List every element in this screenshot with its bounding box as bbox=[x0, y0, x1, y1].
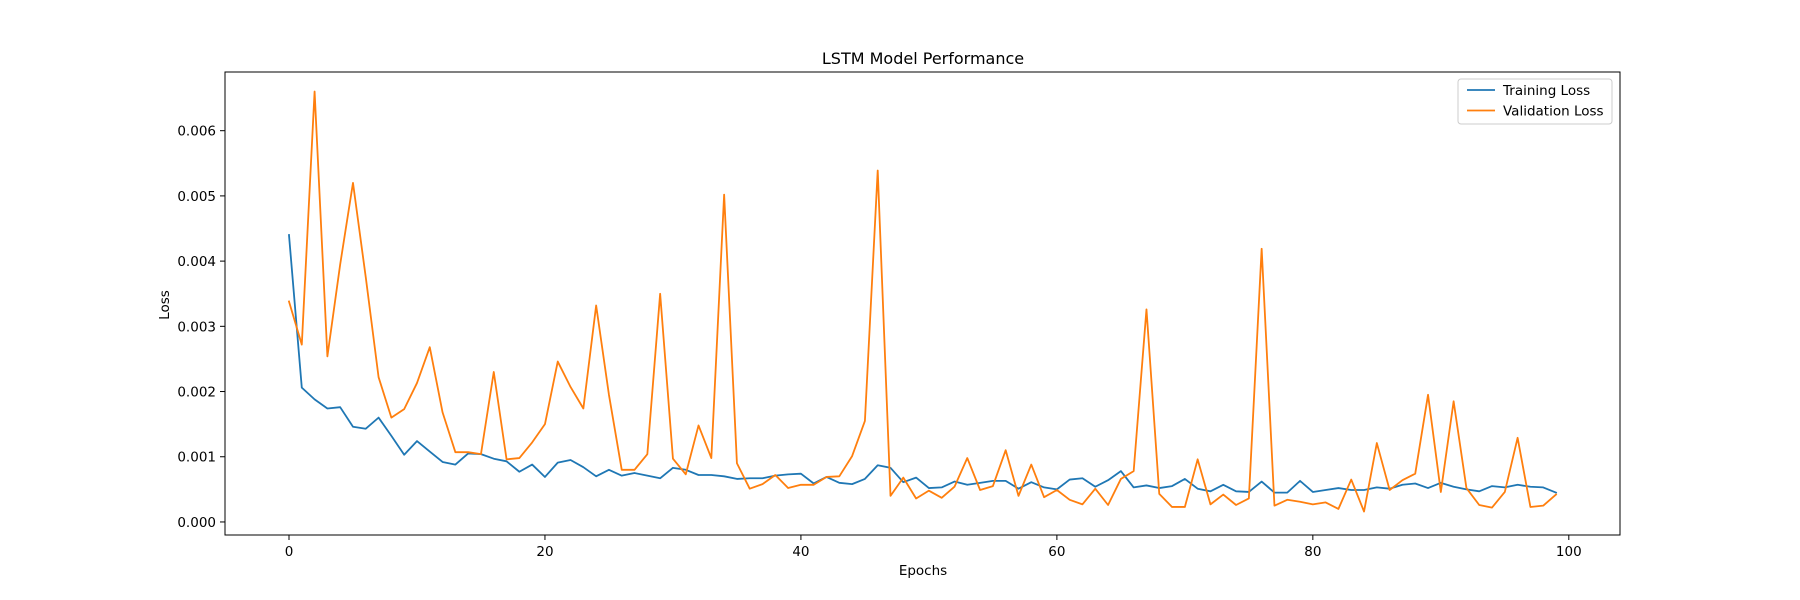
chart-title: LSTM Model Performance bbox=[822, 49, 1024, 68]
y-tick-label: 0.004 bbox=[177, 254, 216, 270]
y-tick-label: 0.001 bbox=[177, 450, 216, 466]
x-axis-label: Epochs bbox=[899, 563, 947, 579]
legend-box bbox=[1457, 78, 1613, 125]
plot-area: 0 20 40 60 80 100 0.000 0.001 0.002 0.003 0.004 0.0… bbox=[177, 71, 1621, 560]
y-tick-label: 0.003 bbox=[177, 319, 216, 335]
series-line-validation-loss bbox=[287, 90, 1558, 513]
series-line-training-loss bbox=[288, 234, 1558, 494]
x-tick-label: 0 bbox=[285, 544, 294, 560]
x-tick-label: 60 bbox=[1048, 544, 1065, 560]
legend: Training Loss Validation Loss bbox=[1457, 78, 1613, 125]
x-tick-label: 40 bbox=[792, 544, 809, 560]
legend-label: Training Loss bbox=[1502, 83, 1590, 99]
axes-frame bbox=[224, 71, 1621, 536]
x-tick-label: 20 bbox=[536, 544, 553, 560]
y-tick-label: 0.005 bbox=[177, 189, 216, 205]
y-tick-label: 0.002 bbox=[177, 385, 216, 401]
y-tick-label: 0.006 bbox=[177, 124, 216, 140]
x-tick-label: 100 bbox=[1556, 544, 1582, 560]
y-axis-label: Loss bbox=[157, 290, 173, 320]
x-tick-label: 80 bbox=[1304, 544, 1321, 560]
legend-label: Validation Loss bbox=[1503, 104, 1604, 120]
y-tick-label: 0.000 bbox=[177, 515, 216, 531]
